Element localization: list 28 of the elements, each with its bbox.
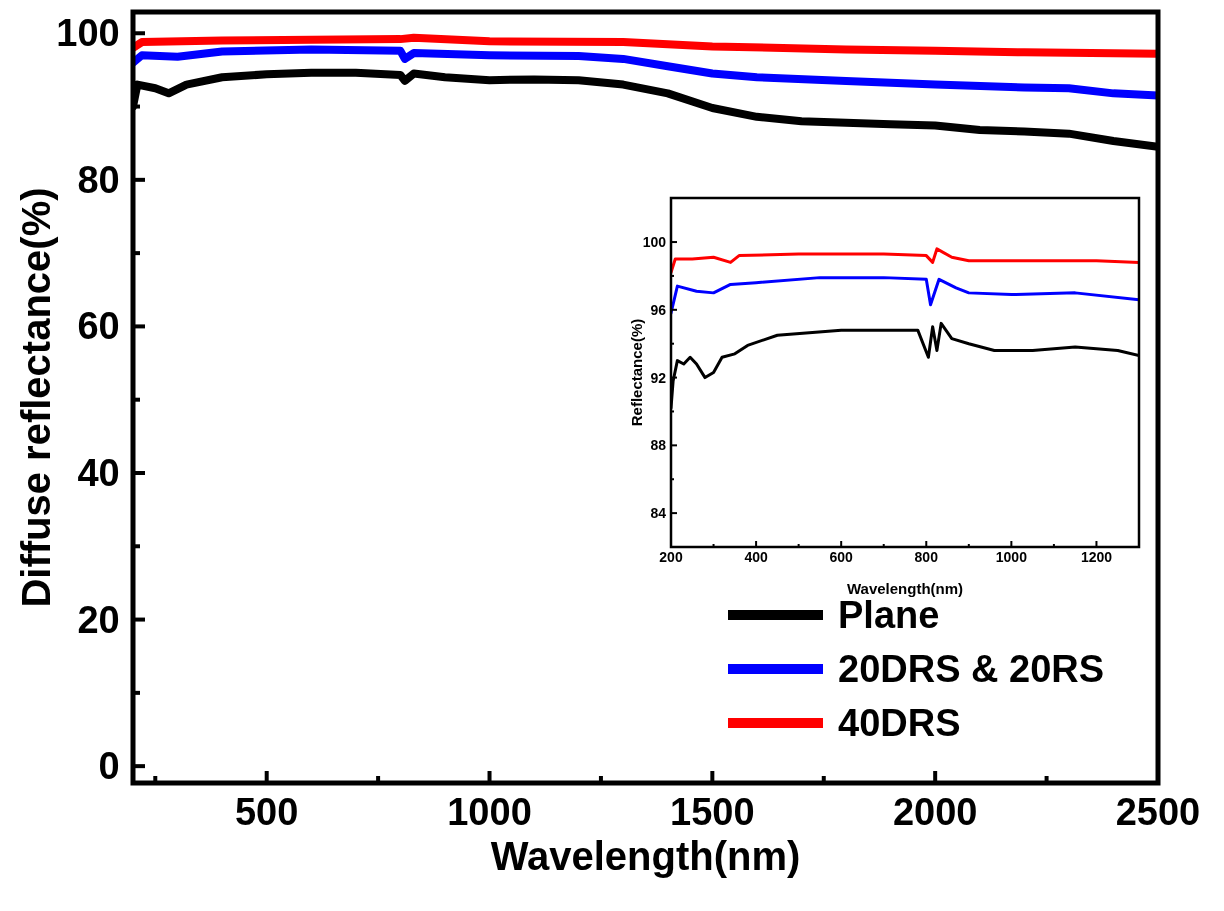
y-axis-title: Diffuse reflectance(%) — [14, 187, 58, 608]
x-axis-title: Wavelength(nm) — [490, 834, 801, 878]
x-tick-label: 200 — [659, 549, 683, 566]
x-tick-label: 600 — [829, 549, 854, 566]
x-axis-title: Wavelength(nm) — [846, 580, 964, 597]
y-axis-title: Reflectance(%) — [628, 318, 645, 427]
y-tick-label: 96 — [650, 301, 667, 318]
legend-label: 40DRS — [838, 702, 961, 744]
y-tick-label: 92 — [650, 369, 667, 386]
y-tick-label: 80 — [77, 158, 120, 201]
x-tick-label: 2500 — [1115, 790, 1201, 833]
x-tick-label: 2000 — [892, 790, 978, 833]
x-tick-label: 500 — [234, 790, 299, 833]
y-tick-label: 40 — [77, 451, 120, 494]
y-tick-label: 60 — [77, 305, 120, 348]
x-tick-label: 400 — [744, 549, 768, 566]
x-tick-label: 1000 — [995, 549, 1028, 566]
y-tick-label: 100 — [56, 12, 120, 55]
x-tick-label: 1200 — [1080, 549, 1113, 566]
y-tick-label: 84 — [650, 505, 667, 522]
y-tick-label: 100 — [642, 234, 667, 251]
y-tick-label: 88 — [650, 437, 667, 454]
legend-label: 20DRS & 20RS — [838, 648, 1105, 690]
x-tick-label: 1000 — [447, 790, 532, 833]
x-tick-label: 1500 — [670, 790, 755, 833]
y-tick-label: 20 — [77, 598, 120, 641]
x-tick-label: 800 — [914, 549, 939, 566]
y-tick-label: 0 — [98, 745, 120, 788]
